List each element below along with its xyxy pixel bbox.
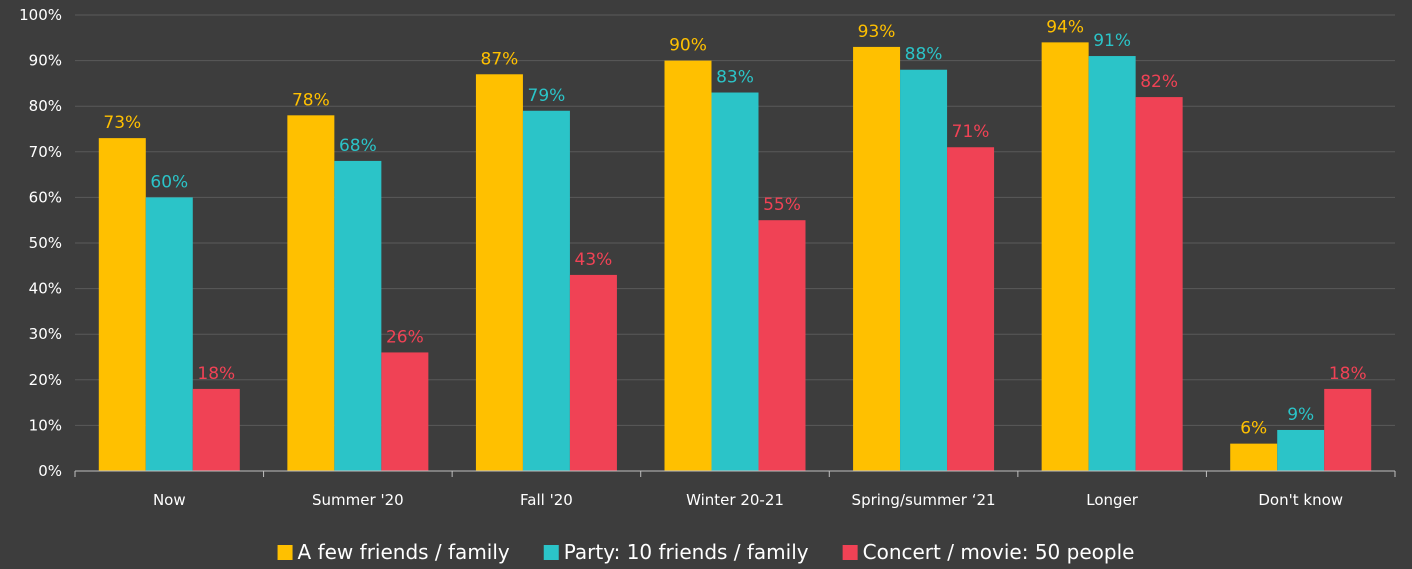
bar-party-10-friends-family-fall-20 bbox=[522, 110, 570, 471]
y-tick-label: 50% bbox=[29, 234, 62, 252]
x-category-label: Now bbox=[153, 491, 186, 509]
bars bbox=[98, 42, 1372, 472]
data-label: 68% bbox=[339, 136, 377, 156]
data-labels: 73% 60% 18% 78% 68% 26% 87% 79% 43% 90% 83% 55% 93% 8… bbox=[103, 17, 1366, 438]
bar-a-few-friends-family-fall-20 bbox=[475, 74, 523, 471]
x-category-label: Spring/summer ‘21 bbox=[852, 491, 996, 509]
bar-a-few-friends-family-don-t-know bbox=[1230, 443, 1278, 471]
data-label: 55% bbox=[763, 195, 801, 215]
data-label: 18% bbox=[1329, 364, 1367, 384]
y-axis: 0% 10% 20% 30% 40% 50% 60% 70% 80% 90% 100% bbox=[19, 6, 62, 480]
y-tick-label: 30% bbox=[29, 325, 62, 343]
legend-label: Concert / movie: 50 people bbox=[863, 540, 1135, 564]
bar-concert-movie-50-people-fall-20 bbox=[569, 274, 617, 471]
y-tick-label: 70% bbox=[29, 143, 62, 161]
x-axis: Now Summer '20 Fall '20 Winter 20-21 Spring/… bbox=[74, 470, 1396, 509]
bar-a-few-friends-family-now bbox=[98, 138, 146, 471]
bar-party-10-friends-family-summer-20 bbox=[334, 160, 382, 472]
bar-concert-movie-50-people-now bbox=[192, 388, 240, 471]
x-category-label: Winter 20-21 bbox=[686, 491, 784, 509]
data-label: 60% bbox=[150, 172, 188, 192]
legend: A few friends / family Party: 10 friends … bbox=[277, 540, 1135, 564]
y-tick-label: 60% bbox=[29, 188, 62, 206]
bar-a-few-friends-family-winter-20-21 bbox=[664, 60, 712, 471]
bar-concert-movie-50-people-winter-20-21 bbox=[758, 220, 806, 471]
y-tick-label: 0% bbox=[38, 462, 62, 480]
data-label: 9% bbox=[1287, 405, 1314, 425]
bar-party-10-friends-family-spring-summer-21 bbox=[900, 69, 948, 471]
bar-a-few-friends-family-longer bbox=[1041, 42, 1089, 472]
bar-a-few-friends-family-summer-20 bbox=[287, 115, 335, 471]
bar-party-10-friends-family-winter-20-21 bbox=[711, 92, 759, 472]
bar-a-few-friends-family-spring-summer-21 bbox=[853, 46, 901, 472]
y-tick-label: 100% bbox=[19, 6, 62, 24]
bar-concert-movie-50-people-spring-summer-21 bbox=[947, 147, 995, 472]
bar-party-10-friends-family-longer bbox=[1088, 56, 1136, 471]
data-label: 91% bbox=[1093, 31, 1131, 51]
y-tick-label: 90% bbox=[29, 52, 62, 70]
bar-party-10-friends-family-don-t-know bbox=[1277, 429, 1325, 471]
legend-swatch bbox=[277, 545, 293, 560]
data-label: 78% bbox=[292, 90, 330, 110]
legend-label: Party: 10 friends / family bbox=[564, 540, 809, 564]
data-label: 18% bbox=[197, 364, 235, 384]
data-label: 87% bbox=[481, 49, 519, 69]
data-label: 79% bbox=[528, 86, 566, 106]
y-tick-label: 20% bbox=[29, 371, 62, 389]
x-category-label: Don't know bbox=[1258, 491, 1343, 509]
legend-swatch bbox=[842, 545, 858, 560]
data-label: 82% bbox=[1140, 72, 1178, 92]
data-label: 90% bbox=[669, 36, 707, 56]
data-label: 43% bbox=[575, 250, 613, 270]
legend-swatch bbox=[543, 545, 559, 560]
x-category-label: Fall '20 bbox=[520, 491, 573, 509]
y-tick-label: 80% bbox=[29, 97, 62, 115]
bar-party-10-friends-family-now bbox=[145, 197, 193, 471]
data-label: 93% bbox=[858, 22, 896, 42]
data-label: 71% bbox=[952, 122, 990, 142]
bar-concert-movie-50-people-longer bbox=[1135, 97, 1183, 471]
bar-concert-movie-50-people-don-t-know bbox=[1324, 388, 1372, 471]
data-label: 73% bbox=[103, 113, 141, 133]
data-label: 83% bbox=[716, 68, 754, 88]
legend-label: A few friends / family bbox=[298, 540, 510, 564]
data-label: 26% bbox=[386, 327, 424, 347]
x-category-label: Summer '20 bbox=[312, 491, 404, 509]
y-tick-label: 10% bbox=[29, 416, 62, 434]
data-label: 6% bbox=[1240, 419, 1267, 439]
data-label: 94% bbox=[1046, 17, 1084, 37]
bar-concert-movie-50-people-summer-20 bbox=[381, 352, 429, 471]
x-category-label: Longer bbox=[1086, 491, 1139, 509]
data-label: 88% bbox=[905, 45, 943, 65]
y-tick-label: 40% bbox=[29, 280, 62, 298]
